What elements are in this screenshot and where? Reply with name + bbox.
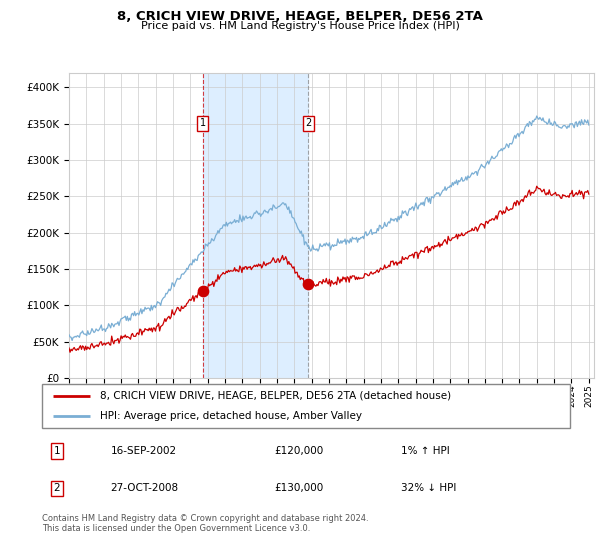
Text: Price paid vs. HM Land Registry's House Price Index (HPI): Price paid vs. HM Land Registry's House … [140, 21, 460, 31]
Point [304, 279, 313, 288]
Point [198, 286, 208, 295]
Text: 2: 2 [305, 118, 311, 128]
Text: 16-SEP-2002: 16-SEP-2002 [110, 446, 177, 456]
Text: 1% ↑ HPI: 1% ↑ HPI [401, 446, 450, 456]
Text: 1: 1 [200, 118, 206, 128]
Text: £120,000: £120,000 [274, 446, 323, 456]
Text: 32% ↓ HPI: 32% ↓ HPI [401, 483, 457, 493]
Text: 8, CRICH VIEW DRIVE, HEAGE, BELPER, DE56 2TA (detached house): 8, CRICH VIEW DRIVE, HEAGE, BELPER, DE56… [100, 391, 451, 401]
FancyBboxPatch shape [42, 384, 570, 428]
Text: 27-OCT-2008: 27-OCT-2008 [110, 483, 179, 493]
Text: 8, CRICH VIEW DRIVE, HEAGE, BELPER, DE56 2TA: 8, CRICH VIEW DRIVE, HEAGE, BELPER, DE56… [117, 10, 483, 22]
Bar [203, 73, 308, 378]
Text: 2: 2 [53, 483, 60, 493]
Text: Contains HM Land Registry data © Crown copyright and database right 2024.
This d: Contains HM Land Registry data © Crown c… [42, 514, 368, 534]
Text: 1: 1 [53, 446, 60, 456]
Text: £130,000: £130,000 [274, 483, 323, 493]
Text: HPI: Average price, detached house, Amber Valley: HPI: Average price, detached house, Ambe… [100, 411, 362, 421]
